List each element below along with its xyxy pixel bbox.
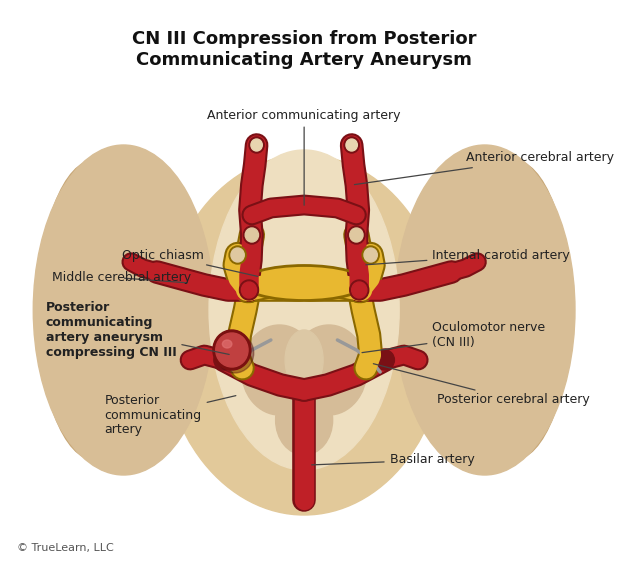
Circle shape [214,350,233,370]
Circle shape [349,280,369,300]
Ellipse shape [456,160,570,460]
Text: Posterior cerebral artery: Posterior cerebral artery [373,364,590,407]
Circle shape [362,246,380,264]
Circle shape [251,139,262,151]
Circle shape [344,137,359,153]
Text: Internal carotid artery: Internal carotid artery [366,248,570,265]
Text: Posterior
communicating
artery: Posterior communicating artery [104,393,236,436]
Text: Basilar artery: Basilar artery [312,453,474,467]
Ellipse shape [276,385,333,455]
Circle shape [249,137,264,153]
Text: Anterior cerebral artery: Anterior cerebral artery [355,151,614,184]
Text: Optic chiasm: Optic chiasm [122,248,258,276]
Text: Posterior
communicating
artery aneurysm
compressing CN III: Posterior communicating artery aneurysm … [45,301,229,359]
Text: Middle cerebral artery: Middle cerebral artery [52,271,191,284]
Circle shape [376,350,394,370]
Ellipse shape [209,150,399,470]
Circle shape [241,282,257,298]
Circle shape [231,248,244,262]
Circle shape [229,246,246,264]
Ellipse shape [291,325,367,415]
Text: © TrueLearn, LLC: © TrueLearn, LLC [17,543,114,553]
Ellipse shape [241,325,317,415]
Ellipse shape [394,145,575,475]
Text: CN III Compression from Posterior
Communicating Artery Aneurysm: CN III Compression from Posterior Commun… [132,30,476,69]
Ellipse shape [243,266,366,300]
Ellipse shape [161,155,447,515]
Circle shape [245,228,259,242]
Circle shape [349,228,363,242]
Ellipse shape [33,145,214,475]
Circle shape [346,139,357,151]
Ellipse shape [285,330,323,390]
Circle shape [364,248,378,262]
Circle shape [243,226,260,244]
Circle shape [216,333,248,367]
Circle shape [213,330,251,370]
Circle shape [216,333,253,373]
Circle shape [239,280,259,300]
Circle shape [351,282,367,298]
Text: Anterior communicating artery: Anterior communicating artery [207,108,401,205]
Circle shape [348,226,365,244]
Text: Oculomotor nerve
(CN III): Oculomotor nerve (CN III) [362,321,545,353]
Ellipse shape [222,340,232,348]
Ellipse shape [38,160,152,460]
